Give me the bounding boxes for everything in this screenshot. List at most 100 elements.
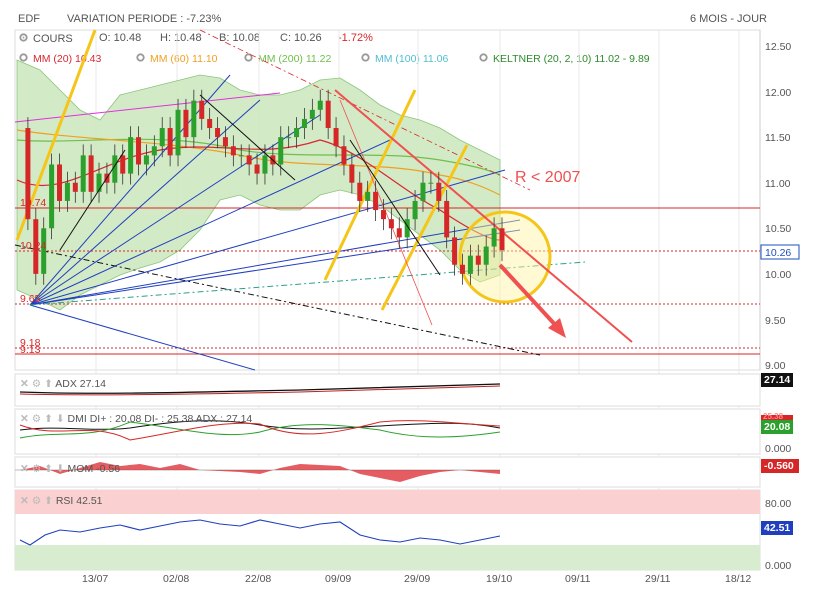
legend-mm200[interactable]: MM (200) 11.22 xyxy=(243,52,331,65)
close-icon[interactable]: ✕ xyxy=(20,495,29,507)
mom-label: MOM xyxy=(67,463,94,475)
candle xyxy=(199,100,205,119)
cours-label: COURS xyxy=(33,33,73,45)
gear-icon[interactable]: ⚙ xyxy=(31,463,42,475)
gear-icon[interactable] xyxy=(478,52,489,63)
candles xyxy=(25,89,505,285)
close-icon[interactable]: ✕ xyxy=(20,413,29,425)
candle xyxy=(207,118,213,129)
change-value: -1.72% xyxy=(338,32,373,44)
candle xyxy=(151,146,157,156)
candle xyxy=(143,155,149,165)
x-tick: 13/07 xyxy=(82,573,109,585)
level-913: 9.13 xyxy=(20,344,41,356)
period-label[interactable]: 6 MOIS - JOUR xyxy=(690,13,768,25)
candle xyxy=(96,173,102,192)
x-tick: 19/10 xyxy=(486,573,513,585)
gear-icon[interactable] xyxy=(135,52,146,63)
gear-icon[interactable] xyxy=(360,52,371,63)
gear-icon[interactable] xyxy=(243,52,254,63)
candle xyxy=(373,191,379,211)
candle xyxy=(396,228,402,238)
close-icon[interactable]: ✕ xyxy=(20,378,29,390)
adx-panel-header: ✕ ⚙ ⬆ ADX 27.14 xyxy=(20,378,106,390)
candle xyxy=(444,200,450,238)
close-icon[interactable]: ✕ xyxy=(20,463,29,475)
legend-keltner[interactable]: KELTNER (20, 2, 10) 11.02 - 9.89 xyxy=(478,52,650,65)
candle xyxy=(57,164,63,201)
candle xyxy=(428,182,434,184)
candle xyxy=(136,137,142,165)
candle xyxy=(120,155,126,174)
dmi-bottom: 0.000 xyxy=(765,443,792,455)
candle xyxy=(72,182,78,192)
candle xyxy=(436,182,442,201)
adx-label: ADX xyxy=(55,378,77,390)
x-tick: 18/12 xyxy=(725,573,752,585)
candle xyxy=(215,128,221,138)
tick-1050: 10.50 xyxy=(765,223,791,235)
candle xyxy=(25,128,31,220)
gear-icon[interactable]: ⚙ xyxy=(31,378,42,390)
variation-periode: VARIATION PERIODE : -7.23% xyxy=(67,13,222,25)
candle xyxy=(412,200,418,220)
candle xyxy=(112,155,118,183)
candle xyxy=(388,219,394,229)
resistance-note: R < 2007 xyxy=(515,169,580,186)
arrow-down-icon[interactable]: ⬇ xyxy=(55,463,65,475)
gear-icon[interactable]: ⚙ xyxy=(31,413,42,425)
arrow-up-icon[interactable]: ⬆ xyxy=(44,495,53,507)
candle xyxy=(222,137,228,147)
dmi-tag-top: 25.38 xyxy=(763,412,784,421)
x-tick: 29/09 xyxy=(404,573,431,585)
candle xyxy=(286,137,292,139)
candle xyxy=(333,128,339,147)
candle xyxy=(475,255,481,265)
x-tick: 22/08 xyxy=(245,573,272,585)
candle xyxy=(483,246,489,265)
mom-value: -0.56 xyxy=(96,463,121,475)
level-1074: 10.74 xyxy=(20,197,46,209)
rsi-value: 42.51 xyxy=(76,495,103,507)
candle xyxy=(191,100,197,138)
candle xyxy=(128,137,134,174)
tick-900: 9.00 xyxy=(765,360,786,372)
level-965: 9.65 xyxy=(20,293,41,305)
gear-icon[interactable] xyxy=(18,32,29,43)
candle xyxy=(499,228,505,251)
arrow-down-icon[interactable]: ⬇ xyxy=(55,413,65,425)
quote-row: COURS xyxy=(18,32,73,45)
rsi-panel-header: ✕ ⚙ ⬆ RSI 42.51 xyxy=(20,495,103,507)
x-tick: 09/11 xyxy=(565,573,591,585)
candle xyxy=(278,137,284,165)
tick-1100: 11.00 xyxy=(765,178,791,190)
legend-mm100[interactable]: MM (100) 11.06 xyxy=(360,52,448,65)
candle xyxy=(294,128,300,138)
arrow-up-icon[interactable]: ⬆ xyxy=(44,378,53,390)
adx-value: 27.14 xyxy=(79,378,107,390)
open-value: O: 10.48 xyxy=(99,32,142,44)
candle xyxy=(254,164,260,174)
candle xyxy=(491,228,497,247)
candle xyxy=(64,182,70,201)
arrow-up-icon[interactable]: ⬆ xyxy=(44,413,53,425)
gear-icon[interactable] xyxy=(18,52,29,63)
high-value: H: 10.48 xyxy=(160,32,202,44)
price-axis: 12.50 12.00 11.50 11.00 10.50 10.00 9.50… xyxy=(765,41,791,372)
candle xyxy=(41,228,47,274)
tick-1200: 12.00 xyxy=(765,87,791,99)
rsi-label: RSI xyxy=(55,495,74,507)
legend-mm60[interactable]: MM (60) 11.10 xyxy=(135,52,218,65)
tick-1000: 10.00 xyxy=(765,269,791,281)
close-value: C: 10.26 xyxy=(280,32,322,44)
current-price-tag: 10.26 xyxy=(765,247,791,259)
tick-1250: 12.50 xyxy=(765,41,791,53)
legend-mm20[interactable]: MM (20) 10.43 xyxy=(18,52,101,65)
candle xyxy=(459,264,465,274)
candle xyxy=(175,109,181,156)
x-tick: 02/08 xyxy=(163,573,190,585)
arrow-up-icon[interactable]: ⬆ xyxy=(44,463,53,475)
candle xyxy=(301,118,307,129)
gear-icon[interactable]: ⚙ xyxy=(31,495,42,507)
